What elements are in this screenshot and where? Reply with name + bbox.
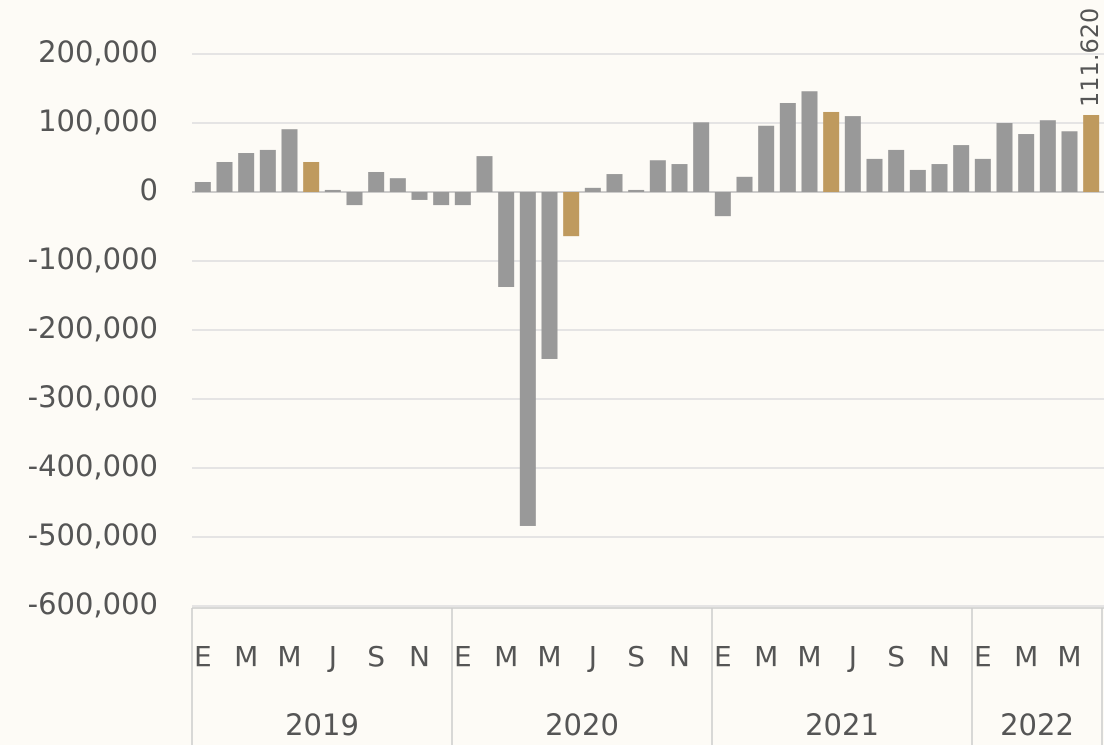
bar — [238, 153, 255, 192]
bar — [216, 161, 233, 192]
x-tick-label: N — [409, 640, 430, 673]
bar — [563, 192, 580, 237]
bar — [389, 178, 406, 192]
bar — [324, 189, 341, 192]
bar — [303, 161, 320, 192]
bar — [1039, 120, 1056, 192]
x-tick-label: E — [974, 640, 992, 673]
bar — [628, 189, 645, 192]
bar — [584, 187, 601, 192]
bar — [476, 156, 493, 192]
x-tick-label: S — [367, 640, 385, 673]
bar — [519, 192, 536, 526]
bar — [346, 192, 363, 206]
bar — [498, 192, 515, 288]
x-tick-label: E — [194, 640, 212, 673]
bar — [1083, 114, 1100, 192]
x-tick-label: J — [587, 640, 597, 673]
year-label: 2022 — [1000, 708, 1074, 742]
x-tick-label: M — [754, 640, 778, 673]
y-tick-label: -300,000 — [28, 380, 158, 414]
year-label: 2020 — [545, 708, 619, 742]
bar — [649, 160, 666, 192]
x-tick-label: M — [277, 640, 301, 673]
bar — [194, 181, 211, 192]
y-tick-label: -400,000 — [28, 449, 158, 483]
y-tick-label: 200,000 — [38, 35, 158, 69]
bar — [454, 192, 471, 206]
x-tick-label: S — [627, 640, 645, 673]
y-tick-label: -100,000 — [28, 242, 158, 276]
x-tick-label: J — [847, 640, 857, 673]
bar — [1061, 131, 1078, 192]
value-label: 111.620 — [1076, 8, 1104, 107]
bar — [693, 122, 710, 192]
year-label: 2021 — [805, 708, 879, 742]
bar — [909, 169, 926, 192]
bar — [541, 192, 558, 359]
x-tick-label: S — [887, 640, 905, 673]
x-tick-label: M — [494, 640, 518, 673]
x-tick-label: M — [1014, 640, 1038, 673]
bar — [368, 171, 385, 192]
x-tick-label: N — [669, 640, 690, 673]
bar — [888, 149, 905, 192]
bar — [844, 116, 861, 192]
bar — [953, 145, 970, 192]
bar — [779, 102, 796, 192]
bar — [931, 164, 948, 192]
year-label: 2019 — [285, 708, 359, 742]
y-tick-label: -600,000 — [28, 587, 158, 621]
bar — [758, 125, 775, 192]
x-tick-label: M — [234, 640, 258, 673]
bar — [801, 91, 818, 192]
bar — [996, 123, 1013, 192]
x-tick-label: J — [327, 640, 337, 673]
x-tick-label: E — [454, 640, 472, 673]
y-tick-label: -200,000 — [28, 311, 158, 345]
bar — [281, 129, 298, 192]
bar — [411, 192, 428, 200]
bar — [714, 192, 731, 217]
x-tick-label: M — [797, 640, 821, 673]
bar — [823, 111, 840, 192]
y-tick-label: -500,000 — [28, 518, 158, 552]
bar — [736, 176, 753, 192]
x-tick-label: N — [929, 640, 950, 673]
x-tick-label: E — [714, 640, 732, 673]
y-tick-label: 100,000 — [38, 104, 158, 138]
bar — [433, 192, 450, 206]
bar — [974, 158, 991, 192]
bar — [259, 149, 276, 192]
bar — [866, 158, 883, 192]
bar — [1018, 134, 1035, 192]
bar — [606, 174, 623, 192]
bar — [671, 164, 688, 192]
x-tick-label: M — [1057, 640, 1081, 673]
x-tick-label: M — [537, 640, 561, 673]
y-tick-label: 0 — [140, 173, 158, 207]
